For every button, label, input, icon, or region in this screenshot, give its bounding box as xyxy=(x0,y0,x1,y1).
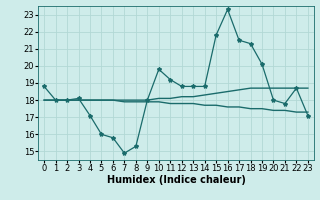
X-axis label: Humidex (Indice chaleur): Humidex (Indice chaleur) xyxy=(107,175,245,185)
